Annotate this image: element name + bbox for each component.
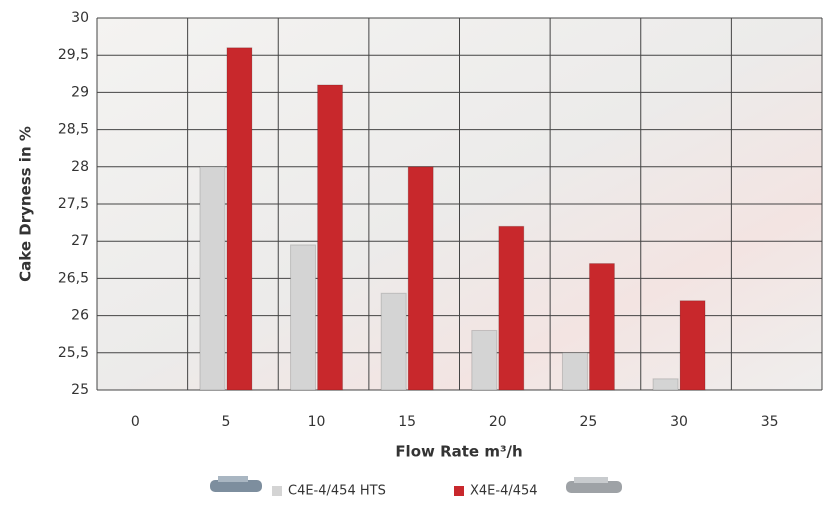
x-tick-label: 25 [580, 414, 598, 430]
legend-swatch [272, 486, 282, 496]
y-tick-label: 27 [71, 233, 89, 249]
y-tick-label: 28 [71, 159, 89, 175]
y-tick-label: 25,5 [58, 345, 89, 361]
bar [562, 353, 587, 390]
y-tick-label: 29 [71, 84, 89, 100]
x-tick-label: 30 [670, 414, 688, 430]
bar [589, 264, 614, 390]
bar [653, 379, 678, 390]
y-tick-label: 26,5 [58, 270, 89, 286]
y-tick-label: 25 [71, 382, 89, 398]
bar [680, 301, 705, 390]
bar [499, 226, 524, 390]
y-tick-label: 27,5 [58, 196, 89, 212]
legend-icon-right [566, 477, 622, 493]
x-tick-label: 20 [489, 414, 507, 430]
y-tick-label: 28,5 [58, 122, 89, 138]
bar [381, 293, 406, 390]
bar [227, 48, 252, 390]
chart: Cake Dryness in % Flow Rate m³/h 25 25,5 2… [0, 0, 827, 506]
y-tick-label: 29,5 [58, 47, 89, 63]
y-tick-label: 26 [71, 308, 89, 324]
legend-label: X4E-4/454 [470, 484, 538, 499]
bar [291, 245, 316, 390]
y-axis-title: Cake Dryness in % [17, 126, 35, 282]
x-tick-label: 10 [308, 414, 326, 430]
x-tick-label: 0 [131, 414, 140, 430]
x-tick-label: 5 [221, 414, 230, 430]
bar [408, 167, 433, 390]
bar [472, 330, 497, 390]
legend-swatch [454, 486, 464, 496]
x-axis-title: Flow Rate m³/h [395, 443, 522, 461]
x-tick-label: 35 [761, 414, 779, 430]
bar [318, 85, 343, 390]
y-tick-label: 30 [71, 10, 89, 26]
legend-icon-left [210, 476, 262, 492]
x-tick-label: 15 [398, 414, 416, 430]
bar [200, 167, 225, 390]
legend-label: C4E-4/454 HTS [288, 484, 386, 499]
